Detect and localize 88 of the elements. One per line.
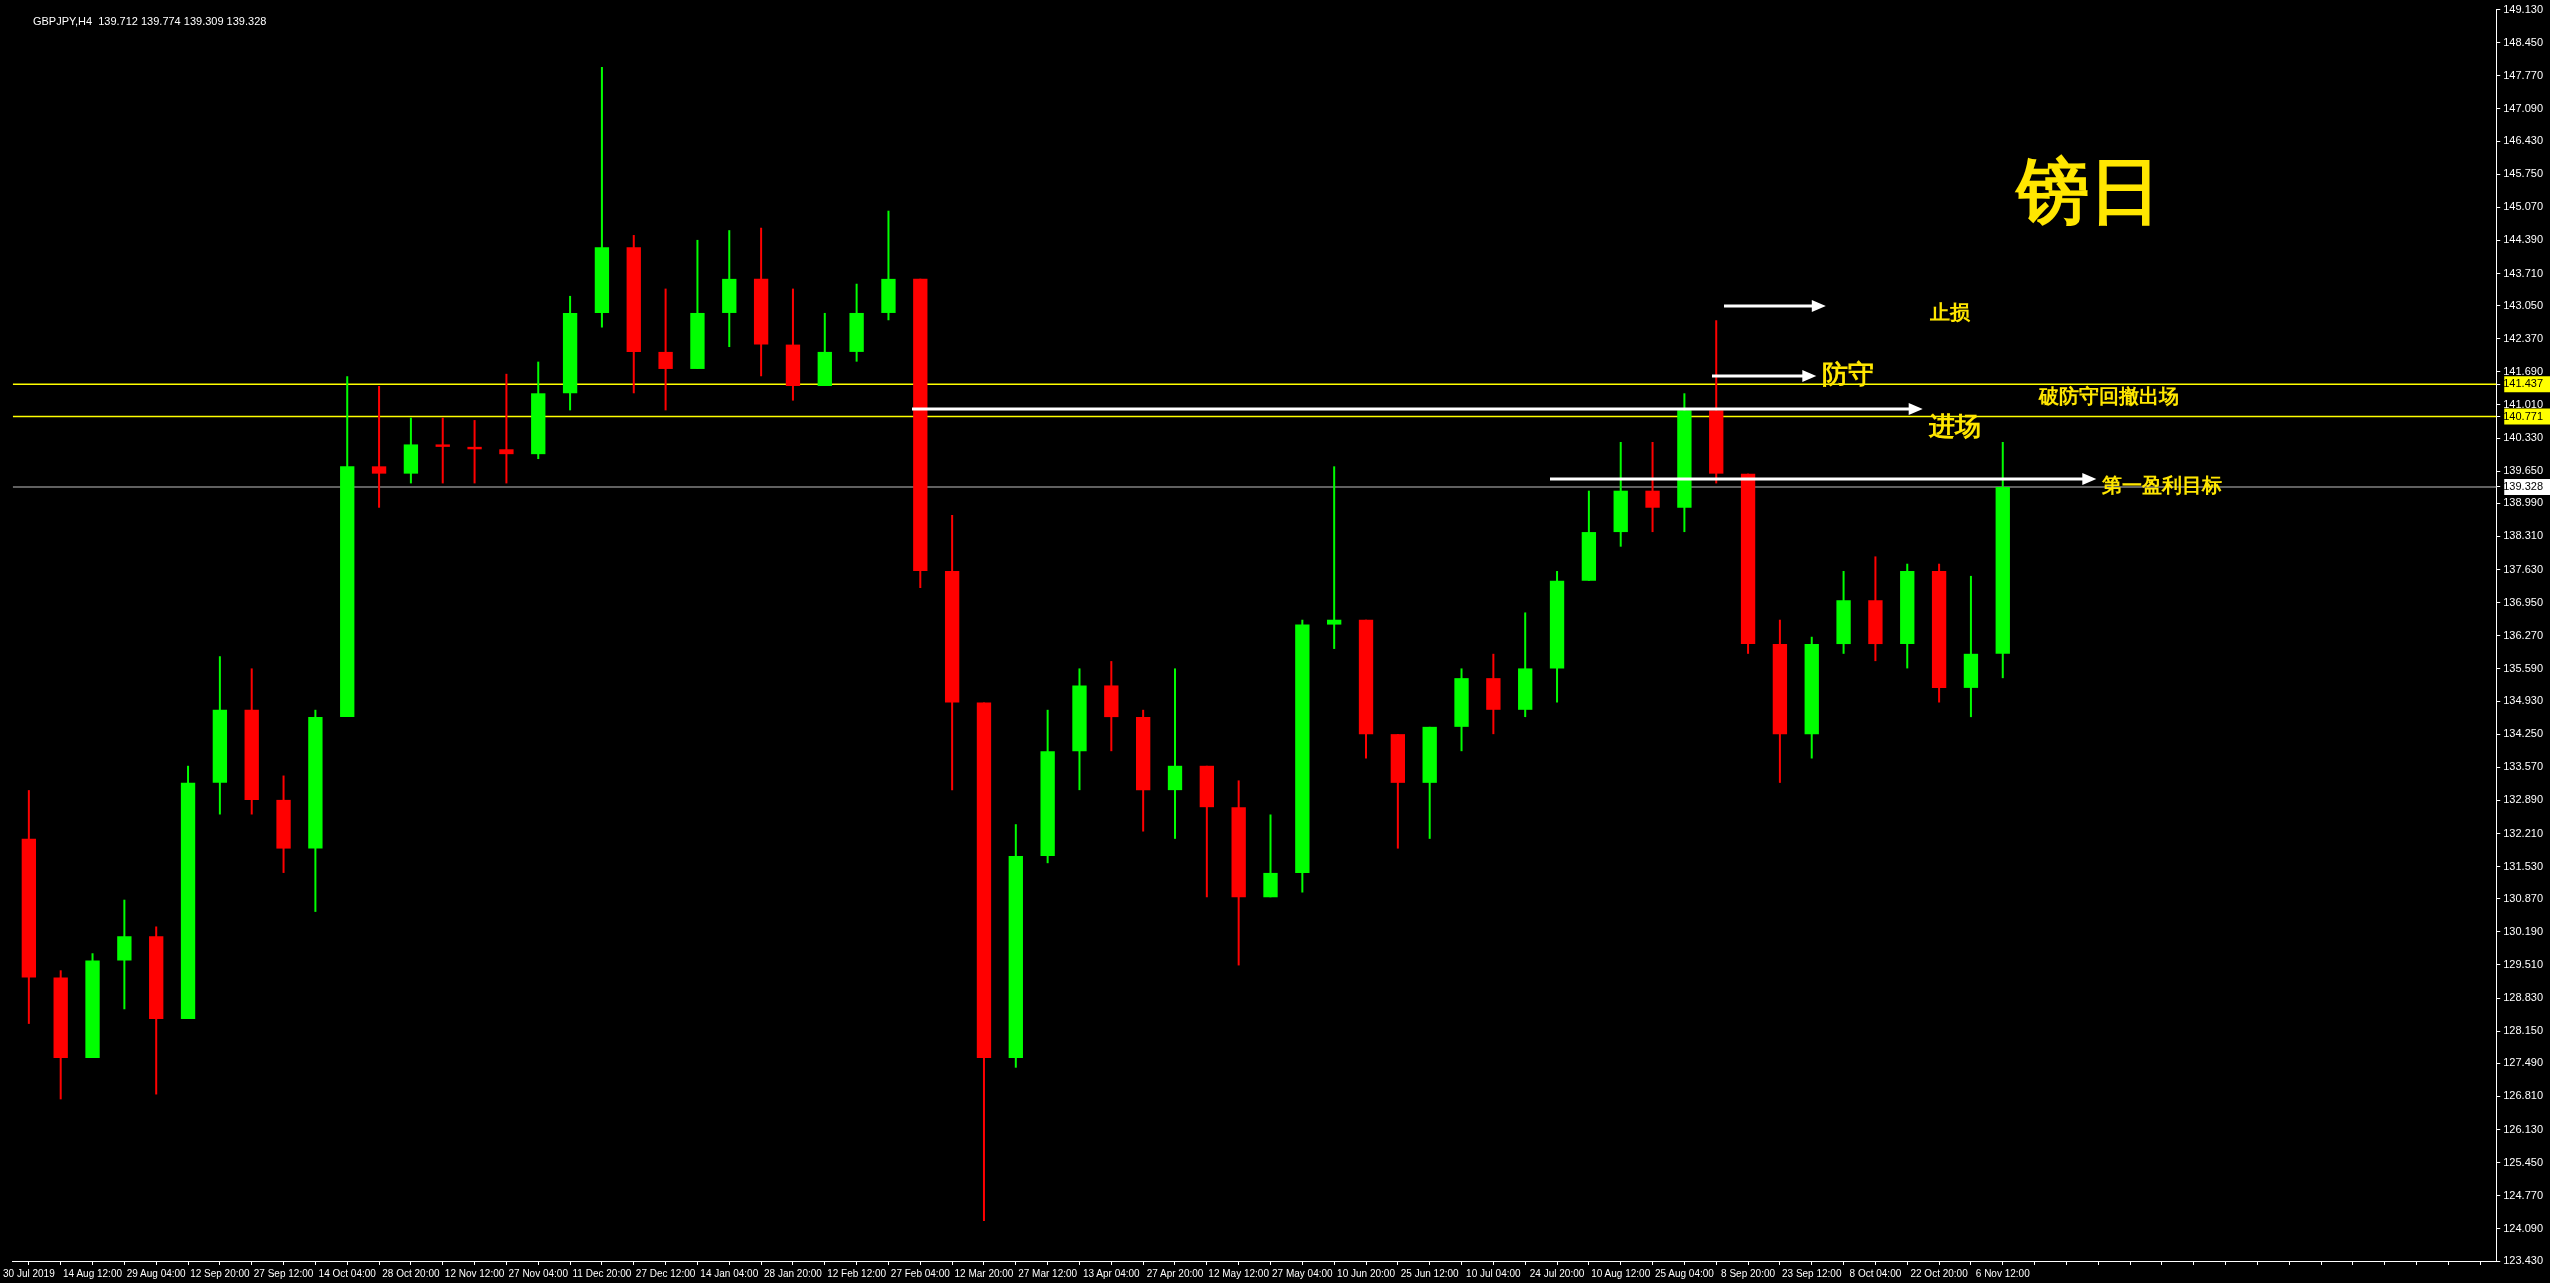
y-tick-label: 145.750 xyxy=(2503,167,2543,180)
x-tick-label: 8 Oct 04:00 xyxy=(1849,1267,1902,1279)
x-tick-label: 12 May 12:00 xyxy=(1208,1267,1270,1279)
y-tick-label: 147.770 xyxy=(2503,68,2543,81)
y-tick-label: 139.328 xyxy=(2503,479,2543,492)
annotation: GBPJPY,H4 139.712 139.774 139.309 139.328 xyxy=(32,14,267,27)
y-tick-label: 138.310 xyxy=(2503,529,2543,542)
x-tick-label: 29 Aug 04:00 xyxy=(126,1267,187,1279)
x-tick-label: 13 Apr 04:00 xyxy=(1082,1267,1141,1279)
candlestick xyxy=(1167,667,1183,840)
candlestick xyxy=(371,384,387,509)
x-tick-label: 10 Jun 20:00 xyxy=(1337,1267,1396,1279)
y-tick-label: 141.010 xyxy=(2503,398,2543,411)
y-tick-label: 138.990 xyxy=(2503,496,2543,509)
candlestick xyxy=(499,372,514,485)
x-tick-label: 10 Jul 04:00 xyxy=(1466,1267,1522,1279)
y-tick-label: 123.430 xyxy=(2503,1254,2543,1267)
y-tick-label: 134.250 xyxy=(2503,727,2543,740)
y-tick-label: 124.770 xyxy=(2503,1188,2543,1201)
y-tick-label: 125.450 xyxy=(2503,1155,2543,1168)
x-tick-label: 27 Mar 12:00 xyxy=(1018,1267,1078,1279)
y-tick-label: 140.771 xyxy=(2503,409,2543,422)
y-tick-label: 149.130 xyxy=(2503,2,2543,15)
x-tick-label: 14 Jan 04:00 xyxy=(700,1267,759,1279)
candlestick xyxy=(435,416,450,485)
x-tick-label: 12 Nov 12:00 xyxy=(444,1267,505,1279)
x-tick-label: 25 Jun 12:00 xyxy=(1400,1267,1460,1279)
y-tick-label: 124.090 xyxy=(2503,1221,2543,1234)
x-tick-label: 27 Sep 12:00 xyxy=(253,1267,314,1279)
x-tick-label: 27 Apr 20:00 xyxy=(1146,1267,1204,1279)
x-tick-label: 22 Oct 20:00 xyxy=(1910,1267,1969,1279)
y-tick-label: 136.950 xyxy=(2503,595,2543,608)
candlestick xyxy=(658,287,673,412)
annotation: 破防守回撤出场 xyxy=(2038,383,2180,408)
y-tick-label: 141.690 xyxy=(2503,364,2543,377)
ref-line-label: 进场 xyxy=(1927,411,1981,442)
annotation: 止损 xyxy=(1929,299,1972,324)
ref-line-label: 防守 xyxy=(1821,358,1874,389)
text: 镑日 xyxy=(2013,149,2161,234)
y-tick-label: 145.070 xyxy=(2503,200,2543,213)
x-tick-label: 28 Jan 20:00 xyxy=(764,1267,823,1279)
y-tick-label: 139.650 xyxy=(2503,464,2543,477)
ref-line-label: 第一盈利目标 xyxy=(2101,473,2223,498)
x-tick-label: 11 Dec 20:00 xyxy=(572,1267,632,1279)
y-tick-label: 135.590 xyxy=(2503,661,2543,674)
y-tick-label: 133.570 xyxy=(2503,760,2543,773)
x-tick-label: 14 Oct 04:00 xyxy=(318,1267,377,1279)
y-tick-label: 131.530 xyxy=(2503,859,2543,872)
x-tick-label: 28 Oct 20:00 xyxy=(382,1267,440,1279)
x-tick-label: 10 Aug 12:00 xyxy=(1591,1267,1651,1279)
x-tick-label: 12 Mar 20:00 xyxy=(954,1267,1014,1279)
y-tick-label: 142.370 xyxy=(2503,331,2543,344)
y-tick-label: 128.150 xyxy=(2503,1024,2543,1037)
x-tick-label: 24 Jul 20:00 xyxy=(1529,1267,1585,1279)
y-tick-label: 129.510 xyxy=(2503,957,2543,970)
y-tick-label: 144.390 xyxy=(2503,233,2543,246)
x-tick-label: 27 Nov 04:00 xyxy=(508,1267,569,1279)
x-tick-label: 25 Aug 04:00 xyxy=(1654,1267,1715,1279)
y-tick-label: 126.130 xyxy=(2503,1122,2543,1135)
x-tick-label: 14 Aug 12:00 xyxy=(63,1267,123,1279)
y-tick-label: 132.890 xyxy=(2503,793,2543,806)
x-tick-label: 12 Sep 20:00 xyxy=(190,1267,251,1279)
y-tick-label: 134.930 xyxy=(2503,694,2543,707)
candlestick xyxy=(1327,465,1342,650)
x-tick-label: 27 Dec 12:00 xyxy=(635,1267,696,1279)
y-tick-label: 143.050 xyxy=(2503,298,2543,311)
y-tick-label: 130.190 xyxy=(2503,924,2543,937)
y-tick-label: 130.870 xyxy=(2503,891,2543,904)
y-tick-label: 146.430 xyxy=(2503,134,2543,147)
x-tick-label: 12 Feb 12:00 xyxy=(827,1267,887,1279)
x-tick-label: 6 Nov 12:00 xyxy=(1975,1267,2031,1279)
y-tick-label: 148.450 xyxy=(2503,35,2543,48)
y-tick-label: 128.830 xyxy=(2503,991,2543,1004)
x-tick-label: 8 Sep 20:00 xyxy=(1721,1267,1776,1279)
x-tick-label: 27 May 04:00 xyxy=(1272,1267,1334,1279)
x-tick-label: 30 Jul 2019 xyxy=(3,1267,56,1279)
y-tick-label: 126.810 xyxy=(2503,1089,2543,1102)
y-tick-label: 140.330 xyxy=(2503,431,2543,444)
x-tick-label: 27 Feb 04:00 xyxy=(890,1267,951,1279)
y-tick-label: 127.490 xyxy=(2503,1056,2543,1069)
y-tick-label: 141.437 xyxy=(2503,377,2543,390)
y-tick-label: 132.210 xyxy=(2503,826,2543,839)
y-tick-label: 147.090 xyxy=(2503,101,2543,114)
y-tick-label: 136.270 xyxy=(2503,628,2543,641)
y-tick-label: 137.630 xyxy=(2503,562,2543,575)
y-tick-label: 143.710 xyxy=(2503,266,2543,279)
x-tick-label: 23 Sep 12:00 xyxy=(1781,1267,1842,1279)
candlestick xyxy=(1645,440,1660,534)
